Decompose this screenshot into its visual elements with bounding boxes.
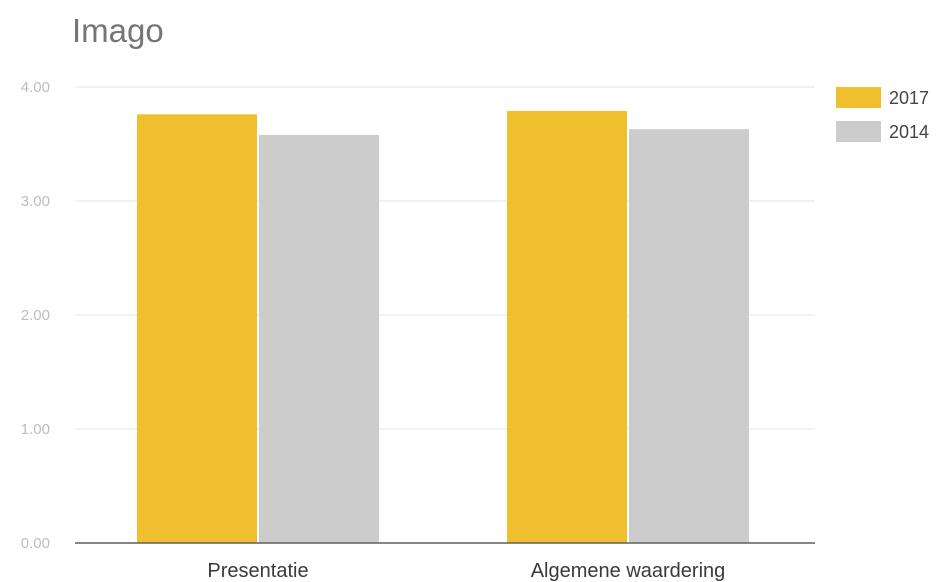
y-tick-label: 4.00 <box>21 79 50 96</box>
y-tick-label: 3.00 <box>21 193 50 210</box>
bar-2017-algemene-waardering <box>507 110 627 543</box>
bar-2014-algemene-waardering <box>629 129 749 543</box>
y-axis-ticks: 0.00 1.00 2.00 3.00 4.00 <box>21 79 50 552</box>
legend: 2017 2014 <box>836 87 929 142</box>
bar-2017-presentatie <box>137 114 257 544</box>
y-tick-label: 2.00 <box>21 307 50 324</box>
chart-title: Imago <box>72 12 164 49</box>
legend-swatch-2014 <box>836 121 881 142</box>
legend-swatch-2017 <box>836 87 881 108</box>
legend-label-2017: 2017 <box>889 88 929 108</box>
category-label-algemene-waardering: Algemene waardering <box>531 560 726 582</box>
category-label-presentatie: Presentatie <box>207 560 308 582</box>
legend-label-2014: 2014 <box>889 122 929 142</box>
bars <box>137 110 749 544</box>
x-axis-categories: Presentatie Algemene waardering <box>207 560 725 582</box>
bar-2014-presentatie <box>259 134 379 543</box>
y-tick-label: 1.00 <box>21 421 50 438</box>
y-tick-label: 0.00 <box>21 535 50 552</box>
